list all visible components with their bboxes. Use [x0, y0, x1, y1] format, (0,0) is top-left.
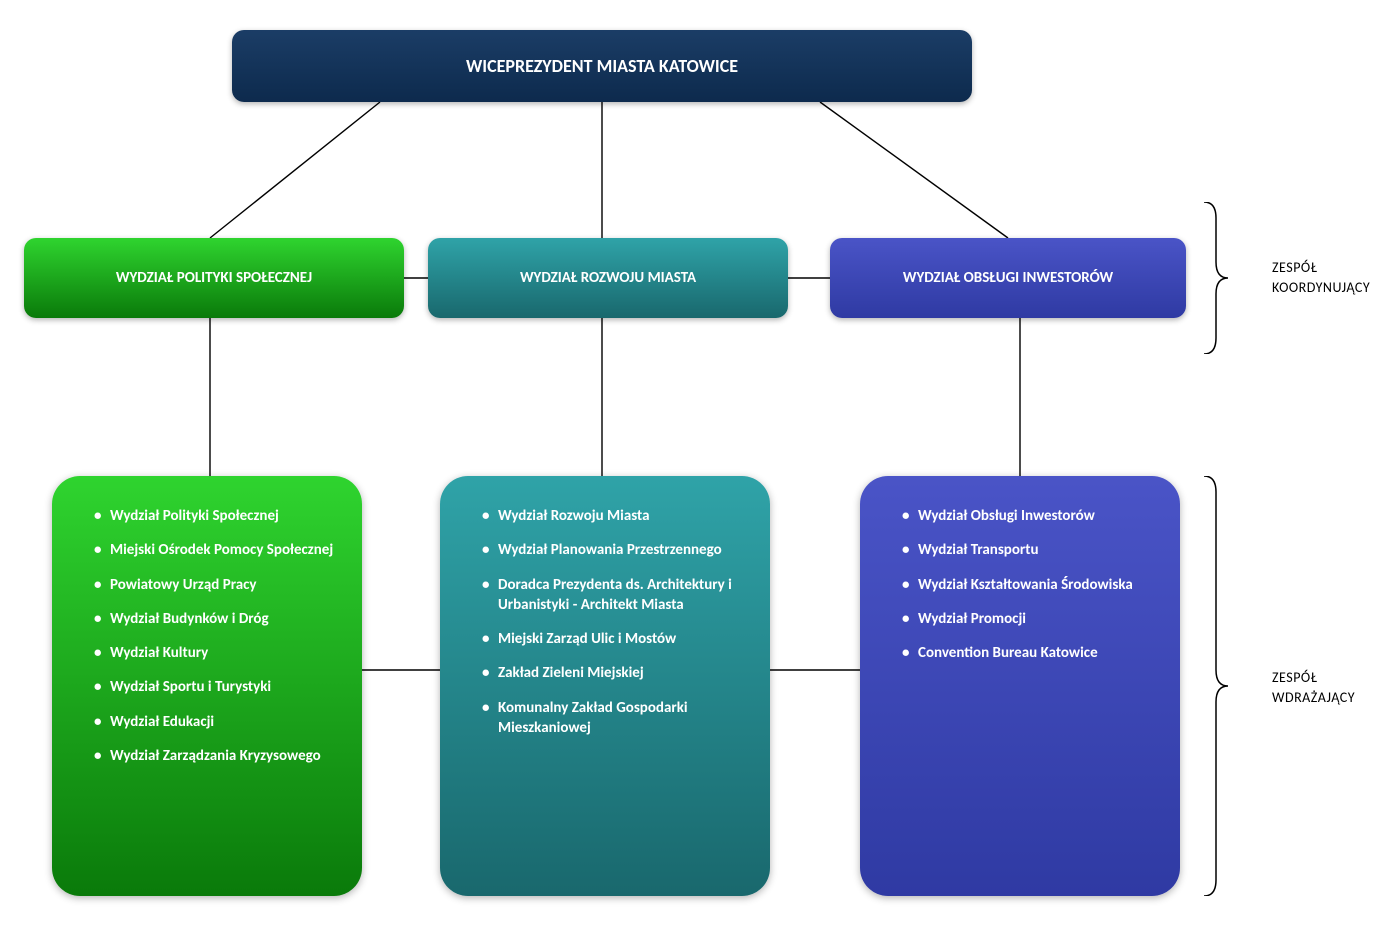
list-item: Convention Bureau Katowice	[902, 643, 1156, 663]
panel-teal-list: Wydział Rozwoju Miasta Wydział Planowania…	[468, 506, 746, 738]
list-item: Wydział Sportu i Turystyki	[94, 677, 338, 697]
side-label-coord: ZESPÓŁ KOORDYNUJĄCY	[1272, 258, 1370, 297]
list-item: Miejski Zarząd Ulic i Mostów	[482, 629, 746, 649]
side-label-impl-2: WDRAŻAJĄCY	[1272, 689, 1355, 706]
list-item: Wydział Kształtowania Środowiska	[902, 575, 1156, 595]
dept-teal: WYDZIAŁ ROZWOJU MIASTA	[428, 238, 788, 318]
dept-green: WYDZIAŁ POLITYKI SPOŁECZNEJ	[24, 238, 404, 318]
list-item: Wydział Planowania Przestrzennego	[482, 540, 746, 560]
list-item: Wydział Polityki Społecznej	[94, 506, 338, 526]
panel-green-list: Wydział Polityki Społecznej Miejski Ośrod…	[80, 506, 338, 766]
panel-teal: Wydział Rozwoju Miasta Wydział Planowania…	[440, 476, 770, 896]
side-label-impl-1: ZESPÓŁ	[1272, 669, 1317, 686]
brace-coord	[1200, 202, 1230, 354]
list-item: Wydział Rozwoju Miasta	[482, 506, 746, 526]
root-node: WICEPREZYDENT MIASTA KATOWICE	[232, 30, 972, 102]
dept-green-label: WYDZIAŁ POLITYKI SPOŁECZNEJ	[116, 269, 312, 287]
list-item: Wydział Transportu	[902, 540, 1156, 560]
side-label-coord-1: ZESPÓŁ	[1272, 259, 1317, 276]
list-item: Wydział Zarządzania Kryzysowego	[94, 746, 338, 766]
panel-blue-list: Wydział Obsługi Inwestorów Wydział Transp…	[888, 506, 1156, 663]
dept-blue: WYDZIAŁ OBSŁUGI INWESTORÓW	[830, 238, 1186, 318]
list-item: Wydział Edukacji	[94, 712, 338, 732]
list-item: Wydział Obsługi Inwestorów	[902, 506, 1156, 526]
list-item: Wydział Kultury	[94, 643, 338, 663]
dept-teal-label: WYDZIAŁ ROZWOJU MIASTA	[520, 269, 696, 287]
side-label-coord-2: KOORDYNUJĄCY	[1272, 279, 1370, 296]
list-item: Wydział Budynków i Dróg	[94, 609, 338, 629]
list-item: Wydział Promocji	[902, 609, 1156, 629]
panel-blue: Wydział Obsługi Inwestorów Wydział Transp…	[860, 476, 1180, 896]
dept-blue-label: WYDZIAŁ OBSŁUGI INWESTORÓW	[903, 269, 1113, 287]
list-item: Komunalny Zakład Gospodarki Mieszkaniowe…	[482, 698, 746, 739]
brace-impl	[1200, 476, 1230, 896]
list-item: Miejski Ośrodek Pomocy Społecznej	[94, 540, 338, 560]
list-item: Zakład Zieleni Miejskiej	[482, 663, 746, 683]
root-label: WICEPREZYDENT MIASTA KATOWICE	[466, 55, 738, 77]
panel-green: Wydział Polityki Społecznej Miejski Ośrod…	[52, 476, 362, 896]
side-label-impl: ZESPÓŁ WDRAŻAJĄCY	[1272, 668, 1355, 707]
list-item: Doradca Prezydenta ds. Architektury i Ur…	[482, 575, 746, 616]
list-item: Powiatowy Urząd Pracy	[94, 575, 338, 595]
